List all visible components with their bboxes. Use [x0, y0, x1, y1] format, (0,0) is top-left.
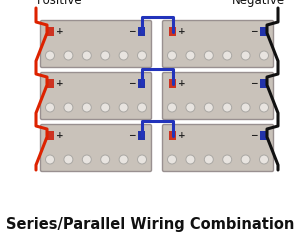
- Text: Series/Parallel Wiring Combination: Series/Parallel Wiring Combination: [6, 217, 294, 232]
- Circle shape: [82, 155, 91, 164]
- Text: +: +: [56, 27, 64, 36]
- Circle shape: [223, 155, 232, 164]
- Text: −: −: [250, 79, 258, 88]
- Bar: [138, 131, 145, 140]
- Text: +: +: [178, 79, 186, 88]
- Bar: [47, 131, 54, 140]
- Circle shape: [101, 103, 110, 112]
- Circle shape: [241, 51, 250, 60]
- Circle shape: [204, 51, 213, 60]
- Circle shape: [260, 155, 268, 164]
- Bar: [169, 27, 176, 36]
- Text: −: −: [128, 131, 136, 140]
- Circle shape: [46, 103, 55, 112]
- Text: Negative: Negative: [231, 0, 285, 7]
- Bar: [260, 131, 267, 140]
- Circle shape: [167, 103, 176, 112]
- Text: +: +: [178, 27, 186, 36]
- Circle shape: [101, 51, 110, 60]
- Circle shape: [223, 51, 232, 60]
- Circle shape: [119, 155, 128, 164]
- Circle shape: [167, 51, 176, 60]
- Circle shape: [223, 103, 232, 112]
- Circle shape: [186, 103, 195, 112]
- Circle shape: [260, 103, 268, 112]
- Circle shape: [167, 155, 176, 164]
- Circle shape: [204, 155, 213, 164]
- Circle shape: [137, 155, 146, 164]
- Bar: [260, 79, 267, 88]
- Text: Positive: Positive: [37, 0, 83, 7]
- Text: −: −: [250, 27, 258, 36]
- Circle shape: [241, 155, 250, 164]
- Circle shape: [119, 51, 128, 60]
- Bar: [260, 27, 267, 36]
- Circle shape: [64, 51, 73, 60]
- Circle shape: [186, 51, 195, 60]
- Text: +: +: [56, 131, 64, 140]
- Circle shape: [101, 155, 110, 164]
- Bar: [169, 79, 176, 88]
- Bar: [138, 27, 145, 36]
- FancyBboxPatch shape: [40, 73, 152, 120]
- Bar: [47, 27, 54, 36]
- Circle shape: [186, 155, 195, 164]
- Text: −: −: [128, 79, 136, 88]
- Text: +: +: [178, 131, 186, 140]
- Circle shape: [241, 103, 250, 112]
- Circle shape: [46, 51, 55, 60]
- Circle shape: [204, 103, 213, 112]
- Text: −: −: [250, 131, 258, 140]
- FancyBboxPatch shape: [163, 73, 274, 120]
- FancyBboxPatch shape: [40, 124, 152, 172]
- Bar: [47, 79, 54, 88]
- Circle shape: [64, 155, 73, 164]
- Circle shape: [119, 103, 128, 112]
- Circle shape: [82, 103, 91, 112]
- Bar: [169, 131, 176, 140]
- Circle shape: [137, 103, 146, 112]
- Circle shape: [64, 103, 73, 112]
- FancyBboxPatch shape: [40, 21, 152, 68]
- Bar: [138, 79, 145, 88]
- Text: −: −: [128, 27, 136, 36]
- Circle shape: [137, 51, 146, 60]
- Circle shape: [260, 51, 268, 60]
- Circle shape: [82, 51, 91, 60]
- Text: +: +: [56, 79, 64, 88]
- FancyBboxPatch shape: [163, 21, 274, 68]
- FancyBboxPatch shape: [163, 124, 274, 172]
- Circle shape: [46, 155, 55, 164]
